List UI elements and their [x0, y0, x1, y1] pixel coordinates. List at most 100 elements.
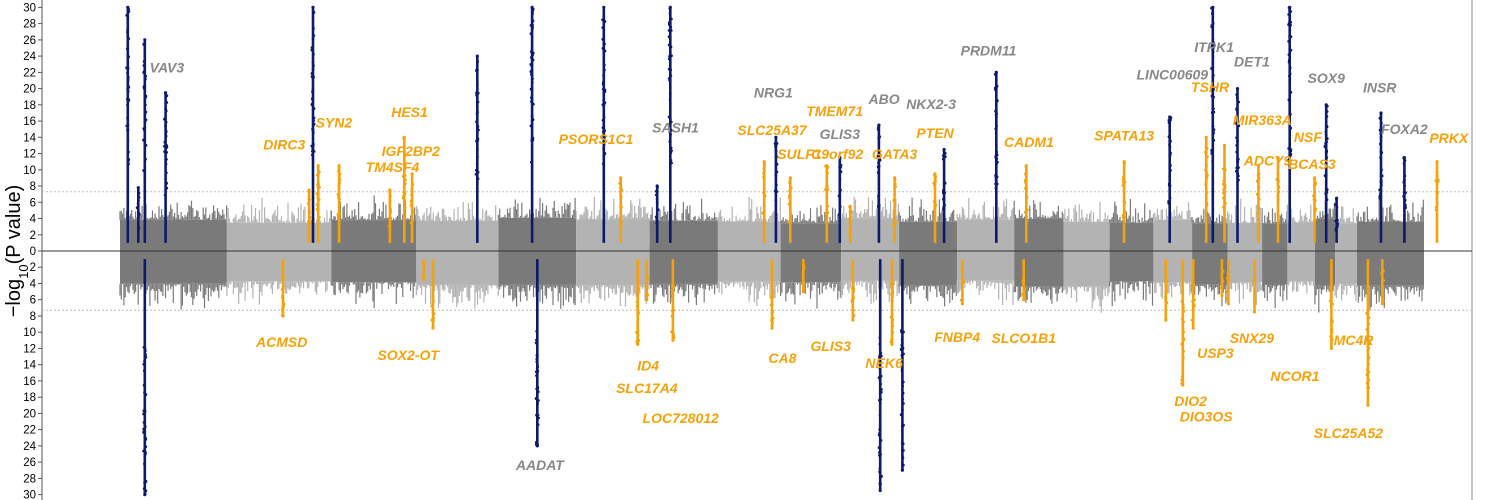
gene-label-c9orf92-13: C9orf92 — [811, 146, 863, 162]
y-tick-label-top-18: 18 — [23, 100, 36, 112]
chromosome-band-15 — [1108, 199, 1154, 307]
gene-label-foxa2-31: FOXA2 — [1381, 121, 1428, 137]
chromosome-band-10 — [840, 196, 900, 304]
y-tick-label-top-4: 4 — [30, 214, 37, 226]
gene-label-sox2-ot-34: SOX2-OT — [377, 347, 440, 363]
top-hit-22 — [847, 204, 853, 243]
gene-label-adcy9-29: ADCY9 — [1243, 153, 1292, 169]
bottom-hit-21 — [1252, 259, 1257, 314]
y-tick-label-top-10: 10 — [23, 165, 36, 177]
top-hit-32 — [1210, 5, 1216, 243]
chromosome-band-19 — [1261, 208, 1288, 308]
top-hit-30 — [1167, 115, 1173, 243]
top-hit-1 — [142, 38, 148, 243]
gene-label-linc00609-22: LINC00609 — [1137, 67, 1209, 83]
gene-label-id4-36: ID4 — [637, 357, 659, 373]
top-hit-4 — [310, 5, 316, 243]
top-hit-10 — [409, 172, 415, 243]
gene-label-dio2-48: DIO2 — [1174, 393, 1207, 409]
chromosome-band-14 — [1062, 201, 1110, 313]
y-tick-label-top-24: 24 — [23, 51, 36, 63]
top-hit-17 — [761, 160, 767, 243]
y-tick-label-bottom-14: 14 — [23, 360, 36, 372]
chromosome-band-9 — [779, 205, 842, 309]
gene-label-ncor1-47: NCOR1 — [1270, 368, 1319, 384]
bottom-hit-4 — [534, 259, 540, 448]
gene-label-acmsd-33: ACMSD — [255, 334, 307, 350]
gene-label-fnbp4-42: FNBP4 — [934, 329, 980, 345]
top-hit-36 — [1275, 156, 1281, 243]
gene-label-nrg1-8: NRG1 — [754, 85, 793, 101]
y-tick-label-bottom-12: 12 — [23, 343, 36, 355]
y-tick-label-top-12: 12 — [23, 149, 36, 161]
chromosome-band-3 — [330, 195, 417, 309]
gene-label-slc25a37-9: SLC25A37 — [737, 122, 807, 138]
gene-label-slc17a4-37: SLC17A4 — [616, 380, 678, 396]
chromosome-band-11 — [898, 197, 958, 307]
bottom-hit-23 — [1365, 259, 1371, 407]
bottom-hit-18 — [1190, 259, 1196, 330]
bottom-hit-14 — [959, 259, 965, 306]
gene-label-pten-17: PTEN — [916, 125, 954, 141]
gene-label-tmem71-10: TMEM71 — [806, 103, 863, 119]
bottom-hit-1 — [280, 259, 286, 318]
gene-label-gata3-14: GATA3 — [872, 146, 918, 162]
bottom-hit-16 — [1164, 259, 1169, 322]
y-tick-label-top-6: 6 — [30, 197, 36, 209]
chromosome-band-22 — [1334, 206, 1357, 301]
gene-label-abo-15: ABO — [868, 91, 900, 107]
y-axis-title: −log10(P value) — [3, 185, 31, 318]
chromosome-band-4 — [415, 201, 499, 309]
bottom-hit-10 — [850, 259, 856, 322]
gene-label-det1-23: DET1 — [1234, 54, 1270, 70]
y-tick-label-bottom-24: 24 — [23, 441, 36, 453]
top-hit-39 — [1323, 103, 1329, 243]
top-hit-20 — [824, 164, 830, 243]
bottom-hit-22 — [1328, 259, 1334, 350]
y-tick-label-bottom-16: 16 — [23, 376, 36, 388]
chromosome-band-8 — [717, 197, 781, 307]
top-hit-9 — [401, 135, 407, 243]
top-hit-18 — [773, 135, 779, 243]
bottom-hit-3 — [422, 259, 426, 281]
top-hit-37 — [1287, 5, 1293, 243]
top-hit-35 — [1255, 164, 1261, 243]
top-hit-24 — [892, 176, 898, 243]
gene-label-nsf-28: NSF — [1294, 129, 1322, 145]
gene-label-sash1-7: SASH1 — [652, 119, 699, 135]
top-hit-25 — [932, 172, 938, 243]
top-hit-38 — [1312, 176, 1318, 243]
gene-label-vav3-0: VAV3 — [150, 59, 185, 75]
top-hit-19 — [787, 176, 793, 243]
bottom-hit-20 — [1225, 259, 1231, 306]
gene-label-cadm1-19: CADM1 — [1004, 134, 1054, 150]
gene-label-snx29-45: SNX29 — [1230, 330, 1275, 346]
y-tick-label-bottom-8: 8 — [30, 311, 36, 323]
y-tick-label-bottom-22: 22 — [23, 425, 36, 437]
top-hit-21 — [837, 156, 843, 243]
gene-label-prdm11-18: PRDM11 — [961, 42, 1017, 58]
bottom-hit-15 — [1021, 259, 1026, 302]
top-hit-28 — [1023, 164, 1029, 243]
top-hit-11 — [474, 54, 480, 243]
y-tick-label-top-20: 20 — [23, 84, 36, 96]
gene-label-loc728012-38: LOC728012 — [643, 410, 719, 426]
y-tick-label-top-22: 22 — [23, 67, 36, 79]
y-tick-label-bottom-10: 10 — [23, 327, 36, 339]
y-tick-label-top-16: 16 — [23, 116, 36, 128]
y-tick-label-top-2: 2 — [30, 230, 36, 242]
y-tick-label-top-26: 26 — [23, 35, 36, 47]
top-hit-34 — [1235, 87, 1241, 243]
gene-label-nek6-41: NEK6 — [865, 355, 903, 371]
bottom-hit-12 — [889, 259, 895, 346]
bottom-hit-5 — [635, 259, 641, 346]
top-hit-33 — [1221, 143, 1227, 243]
chromosome-band-16 — [1152, 202, 1193, 300]
bottom-hit-9 — [800, 259, 806, 294]
top-hit-42 — [1402, 156, 1407, 243]
gene-label-psors1c1-6: PSORS1C1 — [559, 131, 634, 147]
y-tick-label-bottom-26: 26 — [23, 457, 36, 469]
top-hit-29 — [1121, 160, 1127, 243]
top-hit-31 — [1204, 135, 1209, 243]
